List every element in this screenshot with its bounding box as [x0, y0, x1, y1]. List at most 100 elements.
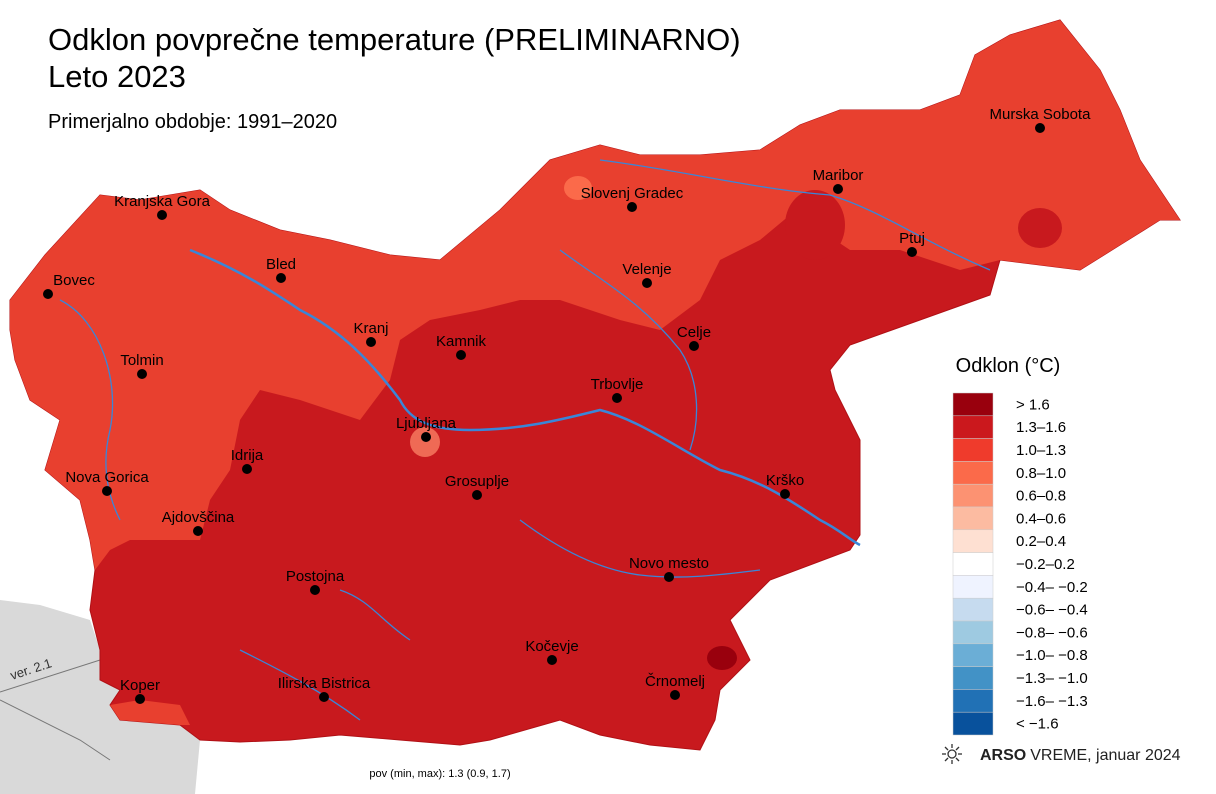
- legend-label: 0.8–1.0: [1016, 465, 1066, 482]
- legend-swatch: [952, 711, 994, 736]
- legend-label: −0.8– −0.6: [1016, 624, 1088, 641]
- legend-label: −0.6– −0.4: [1016, 602, 1088, 619]
- city-dot: [472, 490, 482, 500]
- city-dot: [43, 289, 53, 299]
- legend-title: Odklon (°C): [956, 355, 1061, 377]
- title: Odklon povprečne temperature (PRELIMINAR…: [48, 22, 741, 57]
- legend-label: −1.0– −0.8: [1016, 647, 1088, 664]
- legend-swatch: [952, 438, 994, 462]
- legend-swatch: [952, 575, 994, 599]
- legend-swatch: [952, 689, 994, 713]
- legend-swatch: [952, 643, 994, 667]
- city-label: Bovec: [53, 272, 95, 289]
- city-label: Kamnik: [436, 333, 487, 350]
- city-dot: [612, 393, 622, 403]
- city-label: Koper: [120, 677, 160, 694]
- city-dot: [670, 690, 680, 700]
- cities: Murska Sobota Maribor Ptuj Slovenj Gradec Ve…: [43, 106, 1091, 704]
- legend-label: 1.3–1.6: [1016, 419, 1066, 436]
- date: , januar 2024: [1087, 747, 1181, 764]
- city-label: Ilirska Bistrica: [278, 675, 371, 692]
- brand: VREME: [1030, 747, 1087, 764]
- river: [239, 649, 361, 721]
- city-label: Ljubljana: [396, 415, 457, 432]
- city-label: Novo mesto: [629, 555, 709, 572]
- city-dot: [102, 486, 112, 496]
- city-dot: [242, 464, 252, 474]
- city-label: Tolmin: [120, 352, 163, 369]
- city-dot: [456, 350, 466, 360]
- city-label: Ajdovščina: [162, 509, 235, 526]
- legend-swatch: [952, 483, 994, 508]
- legend-swatch: [952, 529, 994, 553]
- warm-zone: [10, 20, 1180, 570]
- city-dot: [833, 184, 843, 194]
- city-label: Trbovlje: [591, 376, 644, 393]
- city-label: Maribor: [813, 167, 864, 184]
- stats: pov (min, max): 1.3 (0.9, 1.7): [369, 768, 510, 780]
- legend-swatch: [952, 415, 994, 439]
- legend-swatch: [952, 666, 994, 690]
- city-label: Idrija: [231, 447, 264, 464]
- legend-swatch: [952, 552, 994, 576]
- city-dot: [627, 202, 637, 212]
- city-dot: [907, 247, 917, 257]
- city-label: Krško: [766, 472, 804, 489]
- city-dot: [135, 694, 145, 704]
- river: [559, 249, 698, 451]
- city-dot: [642, 278, 652, 288]
- hot-spot: [1018, 208, 1062, 248]
- legend-label: 0.2–0.4: [1016, 533, 1066, 550]
- city-dot: [1035, 123, 1045, 133]
- legend-label: −0.4– −0.2: [1016, 579, 1088, 596]
- warm-zone: [110, 700, 190, 725]
- river: [519, 519, 761, 578]
- city-label: Celje: [677, 324, 711, 341]
- river: [59, 299, 121, 521]
- city-dot: [137, 369, 147, 379]
- reference-period: Primerjalno obdobje: 1991–2020: [48, 111, 337, 133]
- legend-swatch: [952, 461, 994, 485]
- legend-swatch: [952, 506, 994, 531]
- cool-spot: [564, 176, 592, 200]
- city-label: Črnomelj: [645, 673, 705, 690]
- city-label: Kočevje: [525, 638, 578, 655]
- legend-label: 0.6–0.8: [1016, 488, 1066, 505]
- city-dot: [276, 273, 286, 283]
- city-label: Slovenj Gradec: [581, 185, 684, 202]
- legend-label: 0.4–0.6: [1016, 510, 1066, 527]
- city-dot: [689, 341, 699, 351]
- city-dot: [547, 655, 557, 665]
- city-label: Postojna: [286, 568, 345, 585]
- city-dot: [193, 526, 203, 536]
- city-dot: [366, 337, 376, 347]
- legend-label: > 1.6: [1016, 396, 1050, 413]
- footer-brand: ARSO VREME, januar 2024: [980, 747, 1181, 764]
- legend-swatch: [952, 620, 994, 645]
- border-line: [0, 699, 111, 761]
- city-label: Velenje: [622, 261, 671, 278]
- city-label: Murska Sobota: [990, 106, 1092, 123]
- neighbor-area: [0, 600, 200, 794]
- river: [599, 159, 991, 271]
- legend: > 1.6 1.3–1.6 1.0–1.3 0.8–1.0 0.6–0.8 0.4–0.6…: [952, 392, 1088, 736]
- city-label: Kranjska Gora: [114, 193, 211, 210]
- legend-label: < −1.6: [1016, 716, 1059, 733]
- city-dot: [780, 489, 790, 499]
- city-label: Ptuj: [899, 230, 925, 247]
- city-dot: [319, 692, 329, 702]
- river: [339, 589, 411, 641]
- city-label: Grosuplje: [445, 473, 509, 490]
- legend-label: −0.2–0.2: [1016, 556, 1075, 573]
- hot-spot: [785, 190, 845, 260]
- legend-label: −1.6– −1.3: [1016, 693, 1088, 710]
- logo-icon: [942, 744, 962, 764]
- city-label: Bled: [266, 256, 296, 273]
- city-dot: [157, 210, 167, 220]
- brand-bold: ARSO: [980, 747, 1026, 764]
- subtitle: Leto 2023: [48, 59, 186, 94]
- cool-spot: [410, 427, 440, 457]
- hot-spot: [707, 646, 737, 670]
